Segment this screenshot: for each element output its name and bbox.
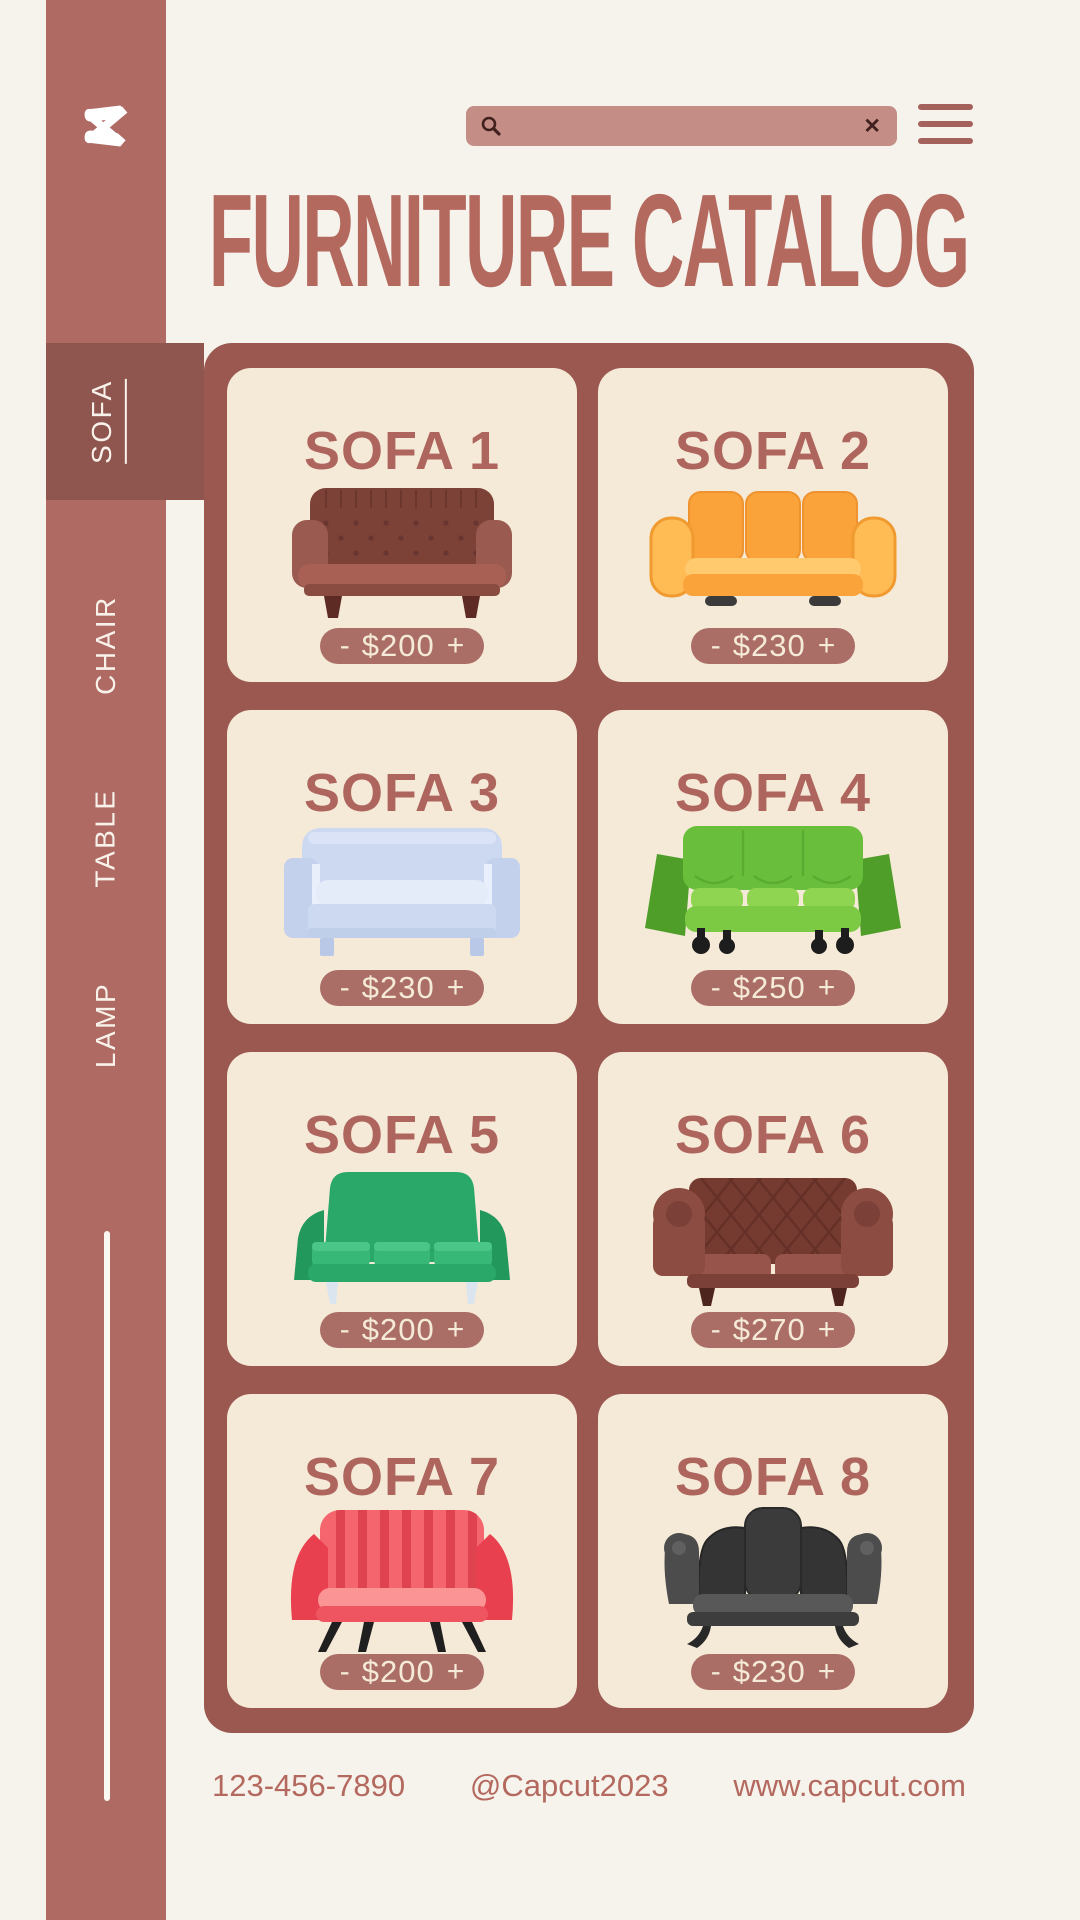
decrease-price-button[interactable]: - xyxy=(339,1655,350,1688)
decrease-price-button[interactable]: - xyxy=(339,971,350,1004)
sidebar-divider xyxy=(104,1231,110,1801)
search-clear-icon[interactable]: ✕ xyxy=(863,114,881,138)
price-stepper: - $230 + xyxy=(319,970,485,1006)
price-stepper: - $230 + xyxy=(690,628,856,664)
product-title: SOFA 5 xyxy=(303,1105,501,1165)
sidebar-item-lamp-label: LAMP xyxy=(90,981,121,1069)
decrease-price-button[interactable]: - xyxy=(339,629,350,662)
social-handle-label: @Capcut2023 xyxy=(469,1768,669,1803)
product-title: SOFA 6 xyxy=(674,1105,872,1165)
product-card-sofa-2[interactable]: SOFA 2 - $230 + xyxy=(598,368,948,682)
sofa-8-illustration xyxy=(598,1504,948,1654)
product-card-sofa-4[interactable]: SOFA 4 xyxy=(598,710,948,1024)
footer: 123-456-7890 @Capcut2023 www.capcut.com xyxy=(204,1762,974,1810)
sofa-2-illustration xyxy=(598,478,948,628)
increase-price-button[interactable]: + xyxy=(446,1655,465,1688)
price-stepper: - $200 + xyxy=(319,1312,485,1348)
price-label: $250 xyxy=(732,970,806,1005)
sidebar-item-label-wrap: SOFA xyxy=(46,343,166,500)
sidebar-item-sofa-label: SOFA xyxy=(85,379,127,464)
product-card-sofa-7[interactable]: SOFA 7 xyxy=(227,1394,577,1708)
increase-price-button[interactable]: + xyxy=(817,629,836,662)
search-input[interactable] xyxy=(510,112,854,140)
price-stepper: - $200 + xyxy=(319,628,485,664)
sofa-7-illustration xyxy=(227,1504,577,1654)
price-stepper: - $200 + xyxy=(319,1654,485,1690)
sidebar-item-sofa[interactable]: SOFA xyxy=(46,343,204,500)
increase-price-button[interactable]: + xyxy=(446,971,465,1004)
product-title: SOFA 8 xyxy=(674,1447,872,1507)
search-icon xyxy=(481,116,501,136)
capcut-logo-icon xyxy=(81,103,131,149)
decrease-price-button[interactable]: - xyxy=(710,1313,721,1346)
page-title-wrap: FURNITURE CATALOG xyxy=(204,175,974,307)
sidebar-item-lamp[interactable]: LAMP xyxy=(46,945,166,1105)
sofa-1-illustration xyxy=(227,478,577,628)
product-title: SOFA 4 xyxy=(674,763,872,823)
hamburger-bar xyxy=(918,138,973,144)
price-label: $270 xyxy=(732,1312,806,1347)
increase-price-button[interactable]: + xyxy=(817,1655,836,1688)
page-title: FURNITURE CATALOG xyxy=(209,167,970,314)
decrease-price-button[interactable]: - xyxy=(710,971,721,1004)
sidebar-item-chair[interactable]: CHAIR xyxy=(46,565,166,725)
price-label: $200 xyxy=(361,1654,435,1689)
increase-price-button[interactable]: + xyxy=(446,1313,465,1346)
increase-price-button[interactable]: + xyxy=(817,1313,836,1346)
hamburger-bar xyxy=(918,121,973,127)
hamburger-bar xyxy=(918,104,973,110)
product-card-sofa-5[interactable]: SOFA 5 - $200 xyxy=(227,1052,577,1366)
sofa-5-illustration xyxy=(227,1162,577,1312)
price-stepper: - $270 + xyxy=(690,1312,856,1348)
sofa-3-illustration xyxy=(227,820,577,970)
sofa-6-illustration xyxy=(598,1162,948,1312)
price-label: $230 xyxy=(732,1654,806,1689)
product-card-sofa-1[interactable]: SOFA 1 xyxy=(227,368,577,682)
increase-price-button[interactable]: + xyxy=(817,971,836,1004)
price-label: $230 xyxy=(361,970,435,1005)
website-label: www.capcut.com xyxy=(733,1768,966,1803)
product-card-sofa-3[interactable]: SOFA 3 - $230 + xyxy=(227,710,577,1024)
phone-label: 123-456-7890 xyxy=(212,1768,406,1803)
product-title: SOFA 3 xyxy=(303,763,501,823)
sidebar-item-chair-label: CHAIR xyxy=(90,595,121,695)
product-card-sofa-8[interactable]: SOFA 8 - $230 + xyxy=(598,1394,948,1708)
price-label: $230 xyxy=(732,628,806,663)
sofa-4-illustration xyxy=(598,820,948,970)
product-title: SOFA 2 xyxy=(674,421,872,481)
price-label: $200 xyxy=(361,1312,435,1347)
product-card-sofa-6[interactable]: SOFA 6 xyxy=(598,1052,948,1366)
price-stepper: - $230 + xyxy=(690,1654,856,1690)
sidebar-item-table-label: TABLE xyxy=(90,788,121,888)
decrease-price-button[interactable]: - xyxy=(710,1655,721,1688)
product-title: SOFA 1 xyxy=(303,421,501,481)
increase-price-button[interactable]: + xyxy=(446,629,465,662)
price-label: $200 xyxy=(361,628,435,663)
catalog-panel: SOFA 1 xyxy=(204,343,974,1733)
decrease-price-button[interactable]: - xyxy=(339,1313,350,1346)
product-title: SOFA 7 xyxy=(303,1447,501,1507)
price-stepper: - $250 + xyxy=(690,970,856,1006)
hamburger-menu-icon[interactable] xyxy=(918,104,973,144)
decrease-price-button[interactable]: - xyxy=(710,629,721,662)
sidebar-item-table[interactable]: TABLE xyxy=(46,758,166,918)
search-bar: ✕ xyxy=(466,106,897,146)
